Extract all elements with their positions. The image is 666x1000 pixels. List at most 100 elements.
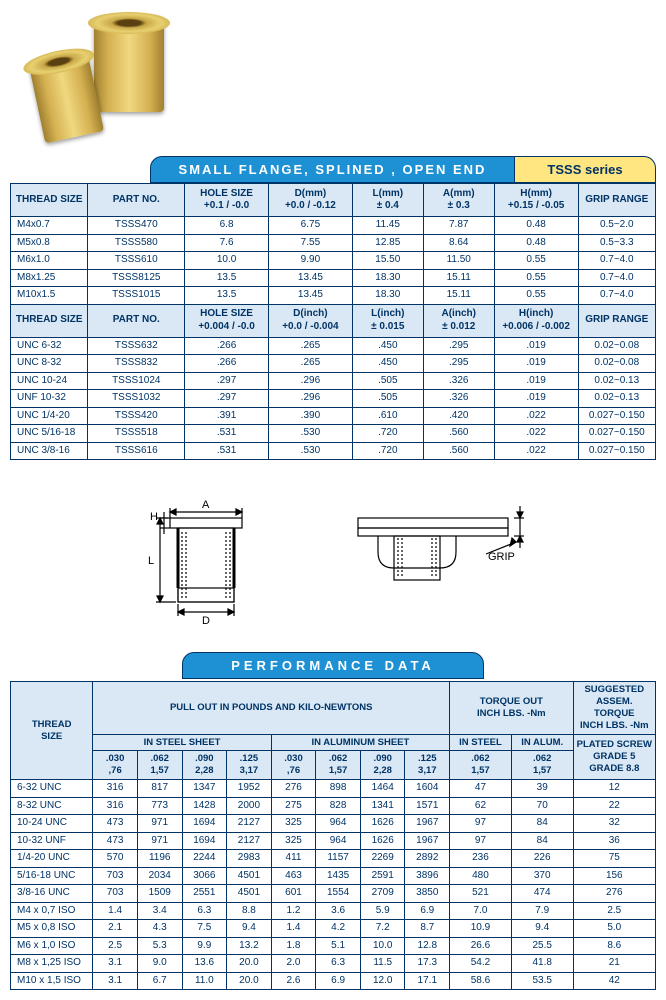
perf-row: 8-32 UNC31677314282000275828134115716270… — [11, 797, 656, 815]
spec-cell: .610 — [352, 407, 423, 425]
perf-cell: 370 — [511, 867, 573, 885]
spec-cell: TSSS832 — [88, 355, 185, 373]
spec-cell: TSSS1024 — [88, 372, 185, 390]
grip-diagram: GRIP — [338, 488, 538, 628]
dimension-diagram: H A L D — [128, 488, 278, 628]
svg-text:H: H — [150, 511, 158, 523]
spec-cell: 0.55 — [494, 287, 578, 305]
spec-cell: UNC 10-24 — [11, 372, 88, 390]
perf-cell: 4501 — [227, 867, 272, 885]
perf-cell: 226 — [511, 850, 573, 868]
spec-row: M10x1.5TSSS101513.513.4518.3015.110.550.… — [11, 287, 656, 305]
spec-cell: 0.027~0.150 — [578, 407, 655, 425]
spec-row: M8x1.25TSSS812513.513.4518.3015.110.550.… — [11, 269, 656, 287]
perf-cell: 3850 — [405, 885, 450, 903]
spec-cell: 6.75 — [268, 217, 352, 235]
perf-cell: 8.6 — [573, 937, 655, 955]
perf-col-thickness: .1253,17 — [405, 751, 450, 780]
perf-cell: 75 — [573, 850, 655, 868]
spec-cell: 13.45 — [268, 269, 352, 287]
perf-cell: 3.6 — [316, 902, 361, 920]
perf-col-thickness: .030,76 — [271, 751, 316, 780]
perf-cell: 964 — [316, 832, 361, 850]
perf-cell: 3896 — [405, 867, 450, 885]
perf-cell: 39 — [511, 780, 573, 798]
perf-row: M6 x 1,0 ISO2.55.39.913.21.85.110.012.82… — [11, 937, 656, 955]
perf-cell: 1157 — [316, 850, 361, 868]
spec-cell: 12.85 — [352, 234, 423, 252]
spec-cell: .390 — [268, 407, 352, 425]
perf-cell: 6.3 — [316, 955, 361, 973]
spec-cell: TSSS616 — [88, 442, 185, 460]
spec-cell: 15.11 — [423, 269, 494, 287]
perf-cell: 6.7 — [137, 972, 182, 990]
spec-row: UNC 5/16-18TSSS518.531.530.720.560.0220.… — [11, 425, 656, 443]
spec-col-header: D(mm) +0.0 / -0.12 — [268, 184, 352, 217]
spec-cell: 15.11 — [423, 287, 494, 305]
title-bar: SMALL FLANGE, SPLINED , OPEN END — [150, 156, 515, 183]
perf-cell: 898 — [316, 780, 361, 798]
spec-cell: 0.5~2.0 — [578, 217, 655, 235]
perf-cell: 2000 — [227, 797, 272, 815]
spec-col-header: A(mm) ± 0.3 — [423, 184, 494, 217]
perf-cell: 4.2 — [316, 920, 361, 938]
perf-cell: 325 — [271, 832, 316, 850]
perf-col-pullout: PULL OUT IN POUNDS AND KILO-NEWTONS — [93, 682, 450, 735]
spec-cell: .265 — [268, 355, 352, 373]
spec-cell: .326 — [423, 390, 494, 408]
perf-row: M10 x 1,5 ISO3.16.711.020.02.66.912.017.… — [11, 972, 656, 990]
perf-cell: 1509 — [137, 885, 182, 903]
perf-cell: 3066 — [182, 867, 227, 885]
perf-col-alum: IN ALUMINUM SHEET — [271, 734, 449, 751]
spec-row: UNC 10-24TSSS1024.297.296.505.326.0190.0… — [11, 372, 656, 390]
perf-cell: 1/4-20 UNC — [11, 850, 93, 868]
spec-cell: 0.02~0.08 — [578, 337, 655, 355]
perf-cell: 316 — [93, 797, 138, 815]
perf-cell: 9.0 — [137, 955, 182, 973]
spec-cell: 0.55 — [494, 252, 578, 270]
perf-col-thickness: .0621,57 — [450, 751, 512, 780]
spec-cell: TSSS610 — [88, 252, 185, 270]
perf-cell: 474 — [511, 885, 573, 903]
spec-cell: .530 — [268, 425, 352, 443]
perf-cell: 1.2 — [271, 902, 316, 920]
perf-cell: 7.9 — [511, 902, 573, 920]
perf-cell: 10.0 — [360, 937, 405, 955]
perf-cell: 6.3 — [182, 902, 227, 920]
perf-col-thread: THREADSIZE — [11, 682, 93, 780]
perf-cell: 47 — [450, 780, 512, 798]
perf-cell: 8.7 — [405, 920, 450, 938]
perf-cell: 3.1 — [93, 955, 138, 973]
perf-cell: 7.0 — [450, 902, 512, 920]
perf-cell: 2.6 — [271, 972, 316, 990]
perf-cell: 2.5 — [573, 902, 655, 920]
spec-cell: .297 — [185, 372, 269, 390]
perf-cell: 9.9 — [182, 937, 227, 955]
perf-cell: 964 — [316, 815, 361, 833]
spec-cell: 0.027~0.150 — [578, 442, 655, 460]
spec-cell: 11.45 — [352, 217, 423, 235]
spec-cell: TSSS420 — [88, 407, 185, 425]
perf-col-torqueout: TORQUE OUT INCH LBS. -Nm — [450, 682, 574, 735]
svg-text:GRIP: GRIP — [488, 551, 515, 563]
spec-cell: .530 — [268, 442, 352, 460]
spec-cell: TSSS470 — [88, 217, 185, 235]
perf-row: 1/4-20 UNC570119622442983411115722692892… — [11, 850, 656, 868]
spec-cell: UNC 8-32 — [11, 355, 88, 373]
spec-cell: .295 — [423, 355, 494, 373]
spec-cell: 7.55 — [268, 234, 352, 252]
perf-cell: 11.0 — [182, 972, 227, 990]
spec-cell: .266 — [185, 337, 269, 355]
spec-row: M4x0.7TSSS4706.86.7511.457.870.480.5~2.0 — [11, 217, 656, 235]
perf-cell: 971 — [137, 832, 182, 850]
spec-cell: TSSS1015 — [88, 287, 185, 305]
perf-cell: 2983 — [227, 850, 272, 868]
perf-cell: 1952 — [227, 780, 272, 798]
perf-row: 3/8-16 UNC703150925514501601155427093850… — [11, 885, 656, 903]
spec-cell: .297 — [185, 390, 269, 408]
spec-cell: UNC 5/16-18 — [11, 425, 88, 443]
spec-cell: UNC 6-32 — [11, 337, 88, 355]
perf-cell: 3/8-16 UNC — [11, 885, 93, 903]
spec-cell: TSSS632 — [88, 337, 185, 355]
perf-cell: 6-32 UNC — [11, 780, 93, 798]
